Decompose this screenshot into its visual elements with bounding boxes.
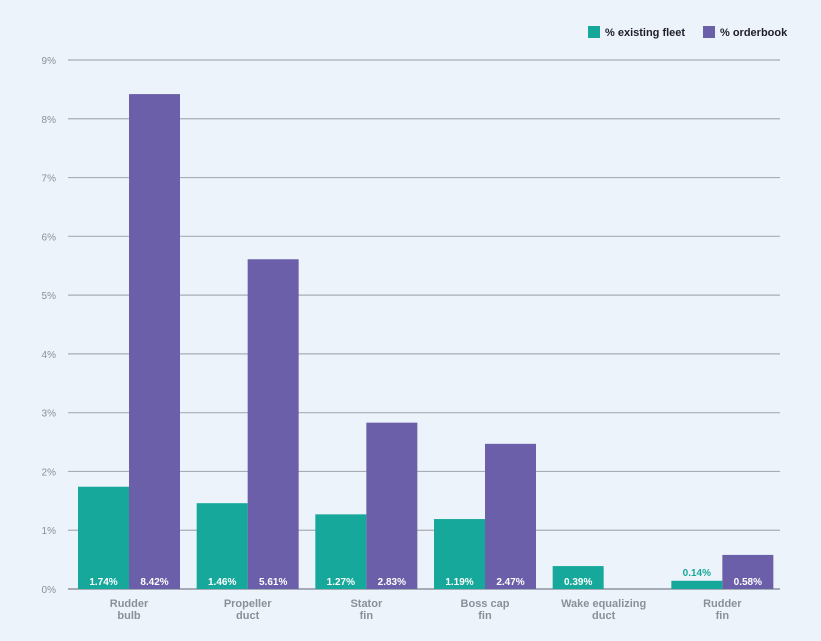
x-tick-label: bulb [117, 610, 140, 622]
y-tick-label: 6% [42, 232, 57, 243]
data-label: 8.42% [140, 577, 168, 588]
legend-label: % existing fleet [605, 27, 685, 39]
x-tick-label: Wake equalizing [561, 598, 646, 610]
data-label: 1.46% [208, 577, 236, 588]
data-label: 1.19% [445, 577, 473, 588]
data-label: 0.58% [734, 577, 762, 588]
x-tick-label: Stator [350, 598, 383, 610]
x-tick-label: fin [716, 610, 730, 622]
x-tick-label: Rudder [110, 598, 149, 610]
legend-swatch [588, 26, 600, 38]
legend-label: % orderbook [720, 27, 788, 39]
y-tick-label: 8% [42, 115, 57, 126]
bar-existing-fleet [671, 580, 723, 589]
x-tick-label: Propeller [224, 598, 272, 610]
y-tick-label: 9% [42, 56, 57, 67]
bars: 1.74% 8.42% 1.46% 5.61% 1.27% 2.83% 1.19% 2.47%… [78, 94, 774, 589]
y-tick-label: 4% [42, 350, 57, 361]
data-label: 0.39% [564, 577, 592, 588]
bar-existing-fleet [434, 519, 485, 589]
x-tick-label: duct [236, 610, 260, 622]
x-tick-label: Rudder [703, 598, 742, 610]
data-label: 1.74% [89, 577, 117, 588]
bar-orderbook [722, 554, 774, 589]
y-tick-label: 7% [42, 174, 57, 185]
y-tick-label: 2% [42, 467, 57, 478]
x-tick-label: fin [360, 610, 374, 622]
bar-existing-fleet [78, 486, 129, 589]
y-tick-label: 1% [42, 526, 57, 537]
gridlines [68, 59, 780, 590]
data-label: 2.47% [496, 577, 524, 588]
bar-orderbook [129, 94, 180, 589]
legend: % existing fleet % orderbook [588, 26, 788, 39]
bar-orderbook [247, 259, 299, 589]
bar-existing-fleet [196, 503, 248, 589]
y-tick-label: 0% [42, 585, 57, 596]
bar-orderbook [366, 422, 418, 589]
data-label: 5.61% [259, 577, 287, 588]
bar-existing-fleet [315, 514, 367, 589]
data-label: 0.14% [683, 568, 711, 579]
bar-orderbook [485, 443, 536, 589]
bar-existing-fleet [552, 566, 604, 589]
data-label: 2.83% [378, 577, 406, 588]
x-tick-label: Boss cap [461, 598, 510, 610]
y-axis: 0% 1% 2% 3% 4% 5% 6% 7% 8% 9% [42, 56, 57, 596]
y-tick-label: 3% [42, 409, 57, 420]
data-label: 1.27% [327, 577, 355, 588]
y-tick-label: 5% [42, 291, 57, 302]
legend-swatch [703, 26, 715, 38]
x-tick-label: fin [478, 610, 492, 622]
x-tick-label: duct [592, 610, 616, 622]
